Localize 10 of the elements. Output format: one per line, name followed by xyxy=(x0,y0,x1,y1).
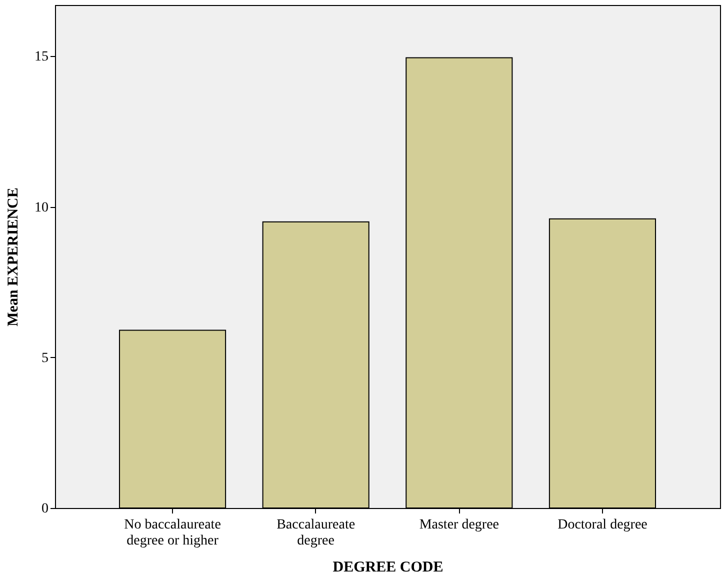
x-tick-label: Doctoral degree xyxy=(558,518,648,532)
x-tick-label: Baccalaureate degree xyxy=(276,518,356,548)
y-tick-label: 10 xyxy=(34,200,48,216)
x-axis-title: DEGREE CODE xyxy=(332,560,444,576)
y-tick-label: 15 xyxy=(34,50,48,65)
y-axis-title: Mean EXPERIENCE xyxy=(6,188,22,326)
x-tick-label: Master degree xyxy=(419,518,500,532)
y-tick-label: 0 xyxy=(42,502,48,516)
y-tick-label: 5 xyxy=(42,350,48,366)
x-tick-label: No baccalaureate degree or higher xyxy=(124,518,221,548)
